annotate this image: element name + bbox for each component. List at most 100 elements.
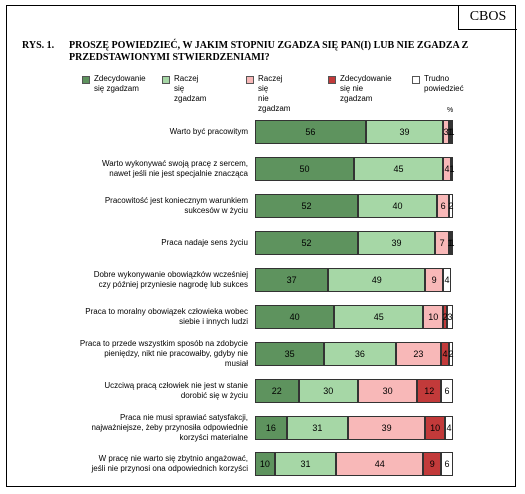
legend-swatch <box>328 76 336 84</box>
bar-value-label: 37 <box>286 275 297 285</box>
bar-value-label: 31 <box>312 423 323 433</box>
bar-value-label: 39 <box>399 127 410 137</box>
bar-value-label: 52 <box>301 201 312 211</box>
bar-value-label: 9 <box>431 275 437 285</box>
bar-value-label: 22 <box>271 386 282 396</box>
figure-frame <box>6 5 516 487</box>
legend-label: Raczej się zgadzam <box>174 74 207 103</box>
bar-value-label: 3 <box>447 312 453 322</box>
bar-segment: 1 <box>450 231 455 255</box>
bar-segment: 35 <box>255 342 325 366</box>
bar-segment: 30 <box>357 379 418 403</box>
bar-value-label: 45 <box>393 164 404 174</box>
bar-segment: 1 <box>450 157 455 181</box>
bar-segment: 36 <box>324 342 396 366</box>
bar-value-label: 30 <box>382 386 393 396</box>
legend-label: Zdecydowanie się zgadzam <box>94 74 146 93</box>
bar-segment: 6 <box>441 452 453 476</box>
legend-item: Zdecydowanie się nie zgadzam <box>328 74 392 104</box>
bar-segment: 4 <box>441 342 450 366</box>
bar-segment: 31 <box>286 416 349 440</box>
category-label: Praca to przede wszystkim sposób na zdob… <box>79 339 248 368</box>
legend-label: Trudno powiedzieć <box>424 74 464 93</box>
bar-value-label: 35 <box>284 349 295 359</box>
legend-item: Raczej się nie zgadzam <box>246 74 290 114</box>
bar-segment: 56 <box>255 120 366 144</box>
legend-label: Zdecydowanie się nie zgadzam <box>340 74 392 103</box>
bar-segment: 4 <box>443 157 451 181</box>
legend-swatch <box>162 76 170 84</box>
bar-value-label: 45 <box>373 312 384 322</box>
bar-segment: 7 <box>435 231 450 255</box>
bar-value-label: 30 <box>323 386 334 396</box>
category-label: Praca to moralny obowiązek człowieka wob… <box>85 307 248 326</box>
bar-value-label: 4 <box>446 423 452 433</box>
bar-segment: 52 <box>255 194 358 218</box>
bar-segment: 40 <box>255 305 335 329</box>
bar-segment: 2 <box>448 342 454 366</box>
bar-value-label: 6 <box>444 459 450 469</box>
bar-segment: 40 <box>357 194 438 218</box>
bar-segment: 9 <box>423 452 442 476</box>
bar-value-label: 10 <box>259 459 270 469</box>
bar-value-label: 56 <box>305 127 316 137</box>
bar-value-label: 6 <box>440 201 446 211</box>
bar-segment: 10 <box>255 452 275 476</box>
bar-segment: 39 <box>365 120 444 144</box>
bar-segment: 4 <box>445 416 453 440</box>
bar-value-label: 49 <box>371 275 382 285</box>
legend-swatch <box>246 76 254 84</box>
legend-item: Trudno powiedzieć <box>412 74 464 94</box>
percent-unit-label: % <box>447 107 454 114</box>
legend-item: Zdecydowanie się zgadzam <box>82 74 146 94</box>
category-label: Warto wykonywać swoją pracę z sercem, na… <box>102 159 248 178</box>
bar-segment: 39 <box>357 231 436 255</box>
bar-segment: 10 <box>425 416 446 440</box>
bar-segment: 6 <box>437 194 450 218</box>
category-label: W pracę nie warto się zbytnio angażować,… <box>91 454 248 473</box>
bar-value-label: 36 <box>354 349 365 359</box>
bar-value-label: 44 <box>374 459 385 469</box>
brand-logo: CBOS <box>458 5 517 30</box>
bar-segment: 37 <box>255 268 329 292</box>
bar-value-label: 39 <box>391 238 402 248</box>
category-label: Uczciwą pracą człowiek nie jest w stanie… <box>104 381 248 400</box>
bar-segment: 16 <box>255 416 287 440</box>
bar-segment: 22 <box>255 379 299 403</box>
bar-value-label: 7 <box>439 238 445 248</box>
category-label: Pracowitość jest koniecznym warunkiem su… <box>104 196 248 215</box>
category-label: Praca nie musi sprawiać satysfakcji, naj… <box>91 413 248 442</box>
legend-swatch <box>412 76 420 84</box>
bar-segment: 31 <box>274 452 337 476</box>
bar-value-label: 40 <box>392 201 403 211</box>
legend-swatch <box>82 76 90 84</box>
bar-value-label: 3 <box>443 127 449 137</box>
bar-segment: 3 <box>447 305 453 329</box>
bar-value-label: 12 <box>424 386 435 396</box>
category-label: Praca nadaje sens życiu <box>161 238 248 247</box>
bar-value-label: 9 <box>429 459 435 469</box>
bar-value-label: 4 <box>444 164 450 174</box>
bar-value-label: 16 <box>265 423 276 433</box>
chart-title: PROSZĘ POWIEDZIEĆ, W JAKIM STOPNIU ZGADZ… <box>69 40 469 63</box>
bar-segment: 12 <box>417 379 442 403</box>
bar-segment: 50 <box>255 157 354 181</box>
bar-value-label: 23 <box>413 349 424 359</box>
bar-segment: 4 <box>443 268 451 292</box>
bar-segment: 45 <box>354 157 444 181</box>
bar-segment: 52 <box>255 231 358 255</box>
bar-segment: 30 <box>298 379 358 403</box>
bar-segment: 6 <box>441 379 453 403</box>
bar-value-label: 40 <box>289 312 300 322</box>
bar-segment: 9 <box>425 268 444 292</box>
bar-value-label: 2 <box>448 201 454 211</box>
figure-number: RYS. 1. <box>22 40 55 51</box>
bar-value-label: 6 <box>444 386 450 396</box>
legend-item: Raczej się zgadzam <box>162 74 206 104</box>
bar-value-label: 2 <box>448 349 454 359</box>
bar-segment: 45 <box>334 305 424 329</box>
bar-value-label: 31 <box>300 459 311 469</box>
bar-segment: 1 <box>450 120 455 144</box>
bar-segment: 10 <box>423 305 444 329</box>
bar-value-label: 4 <box>444 275 450 285</box>
